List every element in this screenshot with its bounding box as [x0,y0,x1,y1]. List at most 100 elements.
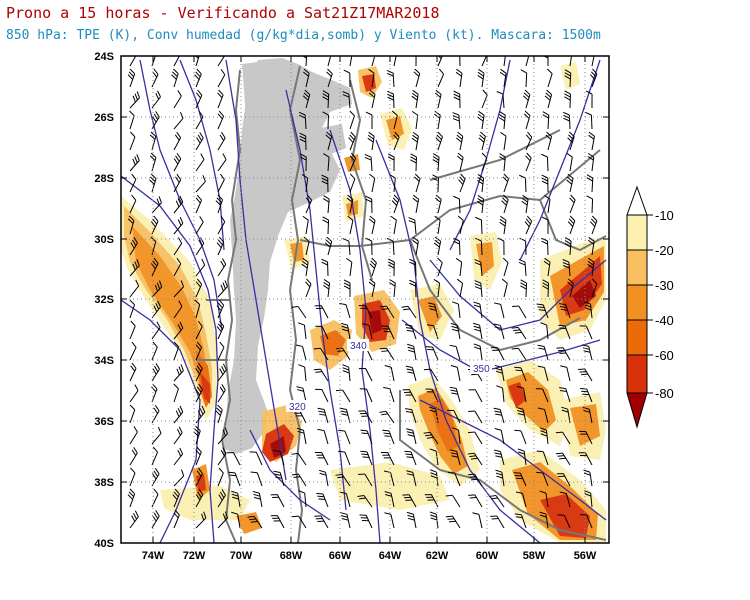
wind-barb [406,511,417,529]
wind-barb [383,387,395,403]
wind-barb [335,473,351,487]
wind-barb [435,194,442,214]
wind-barb [496,385,505,403]
wind-barb [468,389,483,403]
wind-barb [457,215,464,235]
wind-barb [448,472,461,487]
wind-barb [151,90,161,109]
wind-barb [481,152,488,172]
wind-barb [456,278,464,298]
wind-barb [173,509,180,529]
wind-barb [194,68,202,88]
wind-barb [217,89,224,109]
wind-barb [579,325,593,340]
wind-barb [569,194,576,214]
wind-barb [516,385,527,403]
wind-barb [537,407,549,424]
colorbar-swatch [626,319,648,356]
wind-barb [514,429,527,445]
wind-barb [384,365,395,382]
wind-barb [217,363,227,382]
wind-barb [173,469,185,487]
wind-barb [537,344,549,361]
wind-barb [478,131,486,151]
wind-barb [541,153,549,172]
wind-barb [539,490,549,508]
wind-barb [322,216,330,235]
wind-barb [449,344,461,361]
colorbar-swatch [626,354,648,394]
wind-barb [404,324,417,340]
wind-barb [564,237,572,256]
wind-barb [150,257,159,277]
wind-barb [340,322,351,340]
wind-barb [519,174,527,193]
wind-barb [217,153,227,172]
wind-barb [127,488,136,508]
wind-barb [129,320,136,340]
wind-barb [468,431,483,445]
wind-barb [536,471,549,487]
wind-barb [322,195,330,214]
wind-barb [514,513,527,529]
wind-barb [217,384,226,403]
wind-barb [129,341,137,361]
wind-barb [402,494,417,508]
wind-barb [474,259,483,277]
wind-barb [216,320,225,340]
wind-barb [215,194,224,214]
wind-barb [368,278,376,298]
wind-barb [173,364,184,382]
wind-barb [291,515,307,529]
wind-barb [381,325,395,340]
wind-barb [583,469,593,487]
wind-barb [390,215,397,235]
wind-barb [412,194,420,214]
wind-barb [542,279,550,298]
wind-barb [389,174,396,193]
wind-barb [129,131,136,151]
wind-barb [588,131,595,151]
wind-barb [423,431,439,445]
wind-barbs [127,56,598,529]
lat-label: 36S [94,416,114,428]
wind-barb [387,258,395,277]
wind-barb [338,429,351,445]
wind-barb [347,215,354,235]
wind-barb [151,383,158,403]
wind-barb [556,347,571,361]
wind-barb [217,56,226,67]
wind-barb [298,364,307,382]
colorbar-swatch [626,284,648,321]
wind-barb [303,236,310,256]
wind-barb [343,69,351,88]
wind-barb [317,428,329,445]
wind-barb [129,426,138,445]
wind-barb [321,258,329,277]
lat-label: 26S [94,112,114,124]
wind-barb [500,131,507,151]
wind-barb [476,195,485,214]
colorbar-label: -80 [655,386,674,401]
wind-barb [368,68,375,88]
wind-barb [335,389,351,403]
wind-barb [291,473,307,487]
lon-label: 72W [183,550,206,562]
wind-barb [349,152,357,172]
wind-barb [173,321,184,340]
wind-barb [173,216,184,235]
wind-barb [149,152,157,172]
wind-barb [302,89,311,109]
wind-barb [451,301,461,319]
wind-barb [151,405,160,424]
wind-barb [216,236,225,256]
wind-barb [585,90,593,109]
wind-barb [364,153,373,172]
lon-label: 66W [329,550,352,562]
wind-barb [217,341,225,361]
wind-barb [546,68,553,88]
wind-barb [384,491,395,508]
wind-barb [429,511,439,529]
lat-label: 40S [94,538,114,550]
wind-barb [369,257,377,277]
